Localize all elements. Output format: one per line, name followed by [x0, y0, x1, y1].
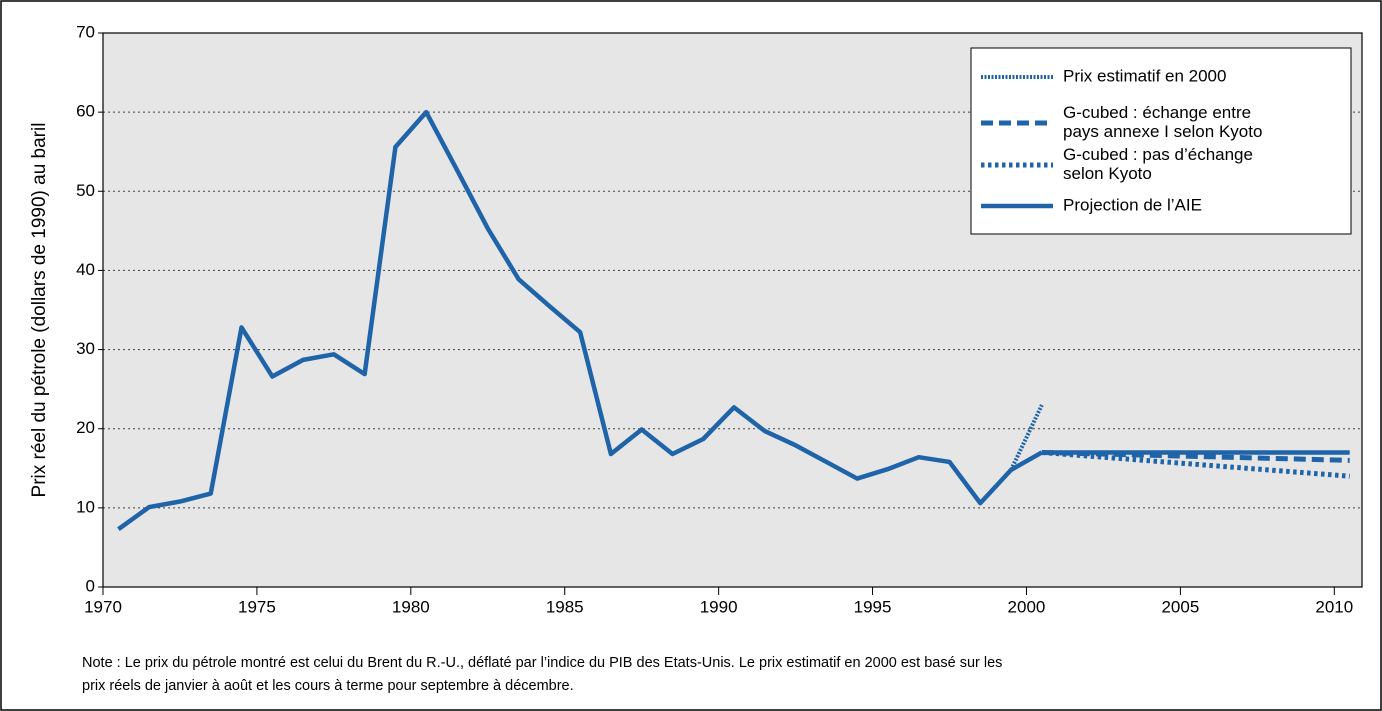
legend-label: pays annexe I selon Kyoto — [1063, 122, 1262, 141]
legend-label: selon Kyoto — [1063, 164, 1152, 183]
plot-border — [102, 32, 1363, 588]
series-line — [1041, 449, 1350, 479]
y-tick-label: 50 — [76, 181, 95, 200]
x-tick-label: 2000 — [1008, 597, 1046, 616]
x-tick-label: 1995 — [854, 597, 892, 616]
y-tick-label: 30 — [76, 339, 95, 358]
y-tick-label: 20 — [76, 418, 95, 437]
y-tick-label: 40 — [76, 260, 95, 279]
series-line — [117, 109, 1043, 532]
y-tick-label: 70 — [76, 22, 95, 41]
x-tick-label: 1970 — [84, 597, 122, 616]
x-tick-label: 1985 — [546, 597, 584, 616]
note: prix réels de janvier à août et les cour… — [82, 678, 574, 694]
x-tick-label: 2010 — [1315, 597, 1353, 616]
legend-label: Projection de l’AIE — [1063, 195, 1202, 214]
legend-label: G-cubed : pas d’échange — [1063, 145, 1253, 164]
x-tick-label: 1975 — [238, 597, 276, 616]
x-tick-label: 1980 — [392, 597, 430, 616]
y-tick-label: 0 — [86, 576, 95, 595]
series-line — [1009, 404, 1044, 471]
note: Note : Le prix du pétrole montré est cel… — [82, 655, 1002, 671]
y-tick-label: 60 — [76, 102, 95, 121]
y-axis-label: Prix réel du pétrole (dollars de 1990) a… — [29, 123, 50, 498]
x-tick-label: 1990 — [700, 597, 738, 616]
series-line — [1041, 449, 1350, 463]
x-tick-label: 2005 — [1161, 597, 1199, 616]
y-tick-label: 10 — [76, 497, 95, 516]
legend-label: G-cubed : échange entre — [1063, 103, 1251, 122]
legend-label: Prix estimatif en 2000 — [1063, 66, 1226, 85]
